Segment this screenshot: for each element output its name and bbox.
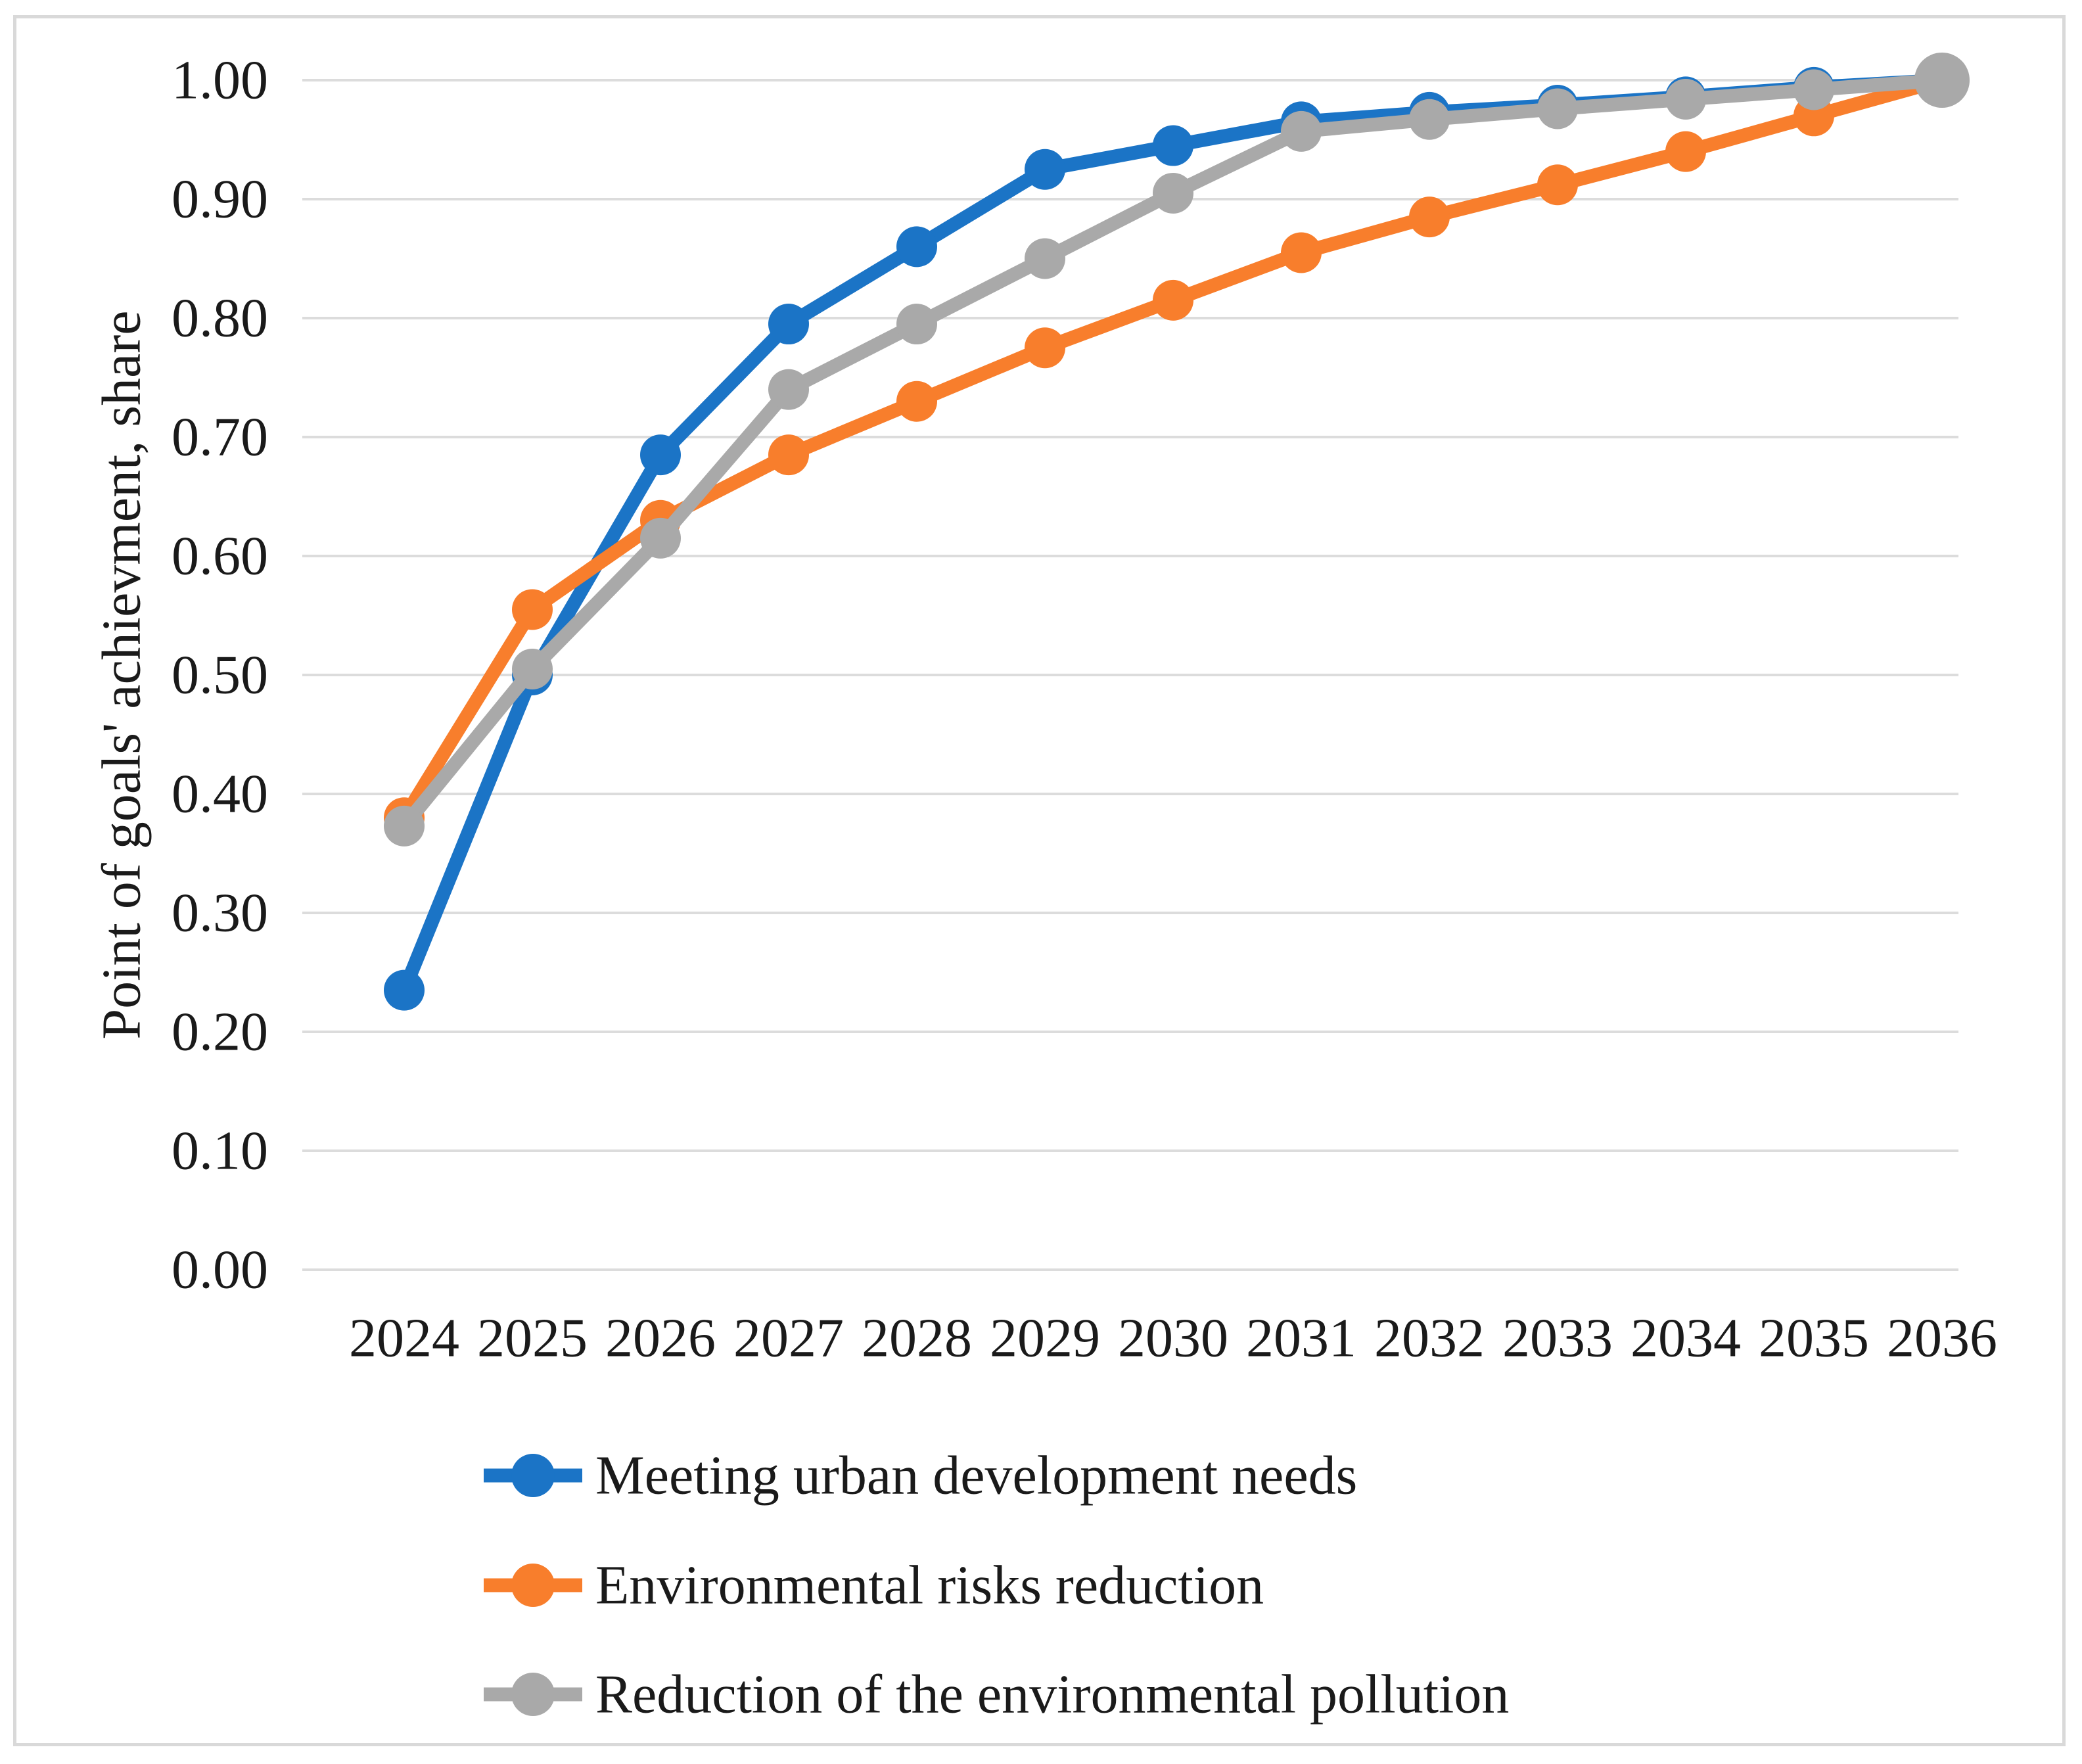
x-tick-label: 2035 bbox=[1759, 1308, 1869, 1369]
legend-dot-icon bbox=[511, 1564, 555, 1607]
data-point-reduction-of-the-environmental-pollution-2028 bbox=[896, 304, 937, 345]
data-point-environmental-risks-reduction-2034 bbox=[1665, 131, 1706, 172]
data-point-meeting-urban-development-needs-2030 bbox=[1153, 125, 1193, 166]
data-point-environmental-risks-reduction-2028 bbox=[896, 381, 937, 422]
legend: Meeting urban development needs Environm… bbox=[484, 1445, 1509, 1725]
y-tick-label: 0.30 bbox=[172, 883, 268, 944]
x-tick-label: 2028 bbox=[862, 1308, 972, 1369]
data-point-reduction-of-the-environmental-pollution-2034 bbox=[1665, 78, 1706, 120]
data-point-meeting-urban-development-needs-2027 bbox=[768, 304, 809, 345]
x-tick-label: 2032 bbox=[1374, 1308, 1485, 1369]
data-point-meeting-urban-development-needs-2028 bbox=[896, 226, 937, 267]
data-point-reduction-of-the-environmental-pollution-2036 bbox=[1914, 53, 1970, 108]
data-point-environmental-risks-reduction-2027 bbox=[768, 434, 809, 476]
legend-label: Reduction of the environmental pollution bbox=[595, 1664, 1509, 1725]
x-tick-label: 2030 bbox=[1118, 1308, 1228, 1369]
y-tick-label: 0.50 bbox=[172, 645, 268, 706]
legend-label: Environmental risks reduction bbox=[595, 1555, 1264, 1616]
x-tick-label: 2025 bbox=[477, 1308, 588, 1369]
data-point-meeting-urban-development-needs-2029 bbox=[1025, 149, 1065, 190]
y-tick-label: 0.60 bbox=[172, 526, 268, 587]
data-point-reduction-of-the-environmental-pollution-2035 bbox=[1793, 69, 1834, 110]
data-point-reduction-of-the-environmental-pollution-2024 bbox=[384, 805, 425, 847]
x-tick-label: 2034 bbox=[1631, 1308, 1741, 1369]
data-point-reduction-of-the-environmental-pollution-2025 bbox=[512, 648, 553, 689]
data-point-environmental-risks-reduction-2025 bbox=[512, 589, 553, 630]
data-point-meeting-urban-development-needs-2026 bbox=[640, 434, 681, 476]
x-tick-label: 2024 bbox=[349, 1308, 459, 1369]
y-tick-label: 0.70 bbox=[172, 407, 268, 468]
y-tick-label: 0.40 bbox=[172, 764, 268, 825]
legend-dot-icon bbox=[511, 1454, 555, 1497]
data-point-environmental-risks-reduction-2029 bbox=[1025, 327, 1065, 369]
series-lines bbox=[384, 53, 1970, 1011]
data-point-environmental-risks-reduction-2033 bbox=[1537, 164, 1578, 206]
y-tick-label: 0.00 bbox=[172, 1240, 268, 1301]
x-tick-label: 2033 bbox=[1502, 1308, 1613, 1369]
data-point-reduction-of-the-environmental-pollution-2033 bbox=[1537, 88, 1578, 129]
x-tick-label: 2036 bbox=[1887, 1308, 1997, 1369]
y-tick-label: 1.00 bbox=[172, 50, 268, 111]
y-tick-label: 0.10 bbox=[172, 1121, 268, 1182]
data-point-reduction-of-the-environmental-pollution-2026 bbox=[640, 517, 681, 559]
y-tick-label: 0.90 bbox=[172, 169, 268, 230]
legend-item-reduction-of-the-environmental-pollution: Reduction of the environmental pollution bbox=[484, 1664, 1509, 1725]
x-tick-label: 2027 bbox=[733, 1308, 844, 1369]
data-point-environmental-risks-reduction-2030 bbox=[1153, 279, 1193, 321]
data-point-reduction-of-the-environmental-pollution-2031 bbox=[1281, 110, 1322, 152]
data-point-environmental-risks-reduction-2032 bbox=[1409, 197, 1450, 238]
legend-label: Meeting urban development needs bbox=[595, 1445, 1357, 1506]
y-axis-title: Point of goals' achievment, share bbox=[91, 310, 152, 1039]
x-tick-label: 2029 bbox=[990, 1308, 1100, 1369]
legend-item-meeting-urban-development-needs: Meeting urban development needs bbox=[484, 1445, 1357, 1506]
axis-labels: 0.00 0.10 0.20 0.30 0.40 0.50 0.60 0.70 0.80 0.90… bbox=[172, 50, 1997, 1369]
y-tick-label: 0.80 bbox=[172, 288, 268, 349]
x-tick-label: 2026 bbox=[605, 1308, 716, 1369]
data-point-reduction-of-the-environmental-pollution-2030 bbox=[1153, 172, 1193, 214]
data-point-reduction-of-the-environmental-pollution-2029 bbox=[1025, 238, 1065, 279]
data-point-meeting-urban-development-needs-2024 bbox=[384, 969, 425, 1011]
legend-dot-icon bbox=[511, 1673, 555, 1716]
legend-item-environmental-risks-reduction: Environmental risks reduction bbox=[484, 1555, 1264, 1616]
y-tick-label: 0.20 bbox=[172, 1002, 268, 1063]
data-point-reduction-of-the-environmental-pollution-2027 bbox=[768, 369, 809, 410]
x-tick-label: 2031 bbox=[1246, 1308, 1356, 1369]
data-point-environmental-risks-reduction-2031 bbox=[1281, 232, 1322, 273]
data-point-reduction-of-the-environmental-pollution-2032 bbox=[1409, 99, 1450, 140]
